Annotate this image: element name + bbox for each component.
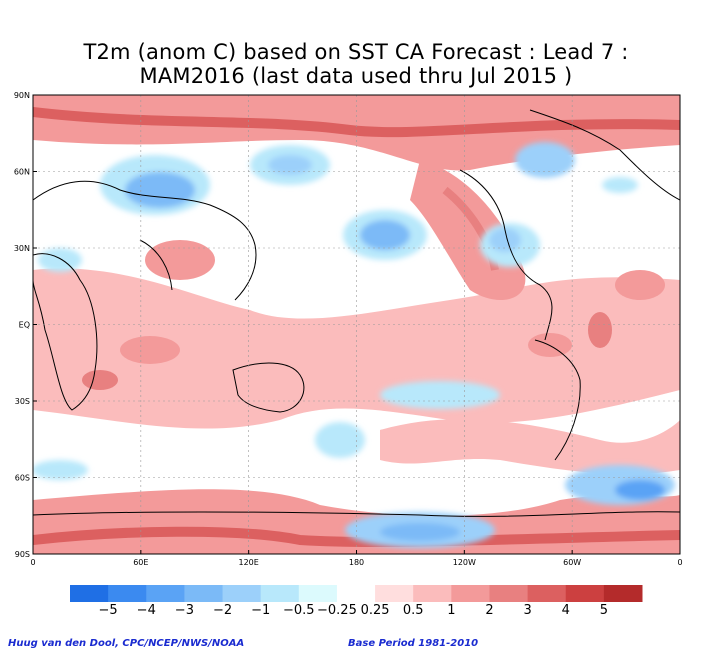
colorbar-swatch	[298, 585, 338, 602]
chart-title-line-2: MAM2016 (last data used thru Jul 2015 )	[139, 64, 573, 88]
latitude-label: 90S	[15, 550, 30, 559]
colorbar-swatch	[222, 585, 262, 602]
colorbar-label: 1	[447, 603, 456, 618]
colorbar-swatch	[108, 585, 147, 602]
colorbar-label: 4	[561, 603, 570, 618]
colorbar-label: −3	[174, 603, 194, 618]
colorbar-swatch	[603, 585, 643, 602]
latitude-label: EQ	[19, 321, 30, 330]
colorbar-swatch	[565, 585, 605, 602]
cool-anomalies	[33, 142, 675, 548]
colorbar-label: −2	[212, 603, 233, 618]
colorbar-swatch	[260, 585, 300, 602]
latitude-label: 30N	[14, 244, 30, 253]
longitude-label: 120E	[239, 558, 259, 567]
colorbar-swatch	[146, 585, 185, 602]
colorbar-label: −0.5	[283, 603, 315, 618]
colorbar-label: −0.25	[317, 603, 357, 618]
longitude-label: 180	[349, 558, 364, 567]
author-credit: Huug van den Dool, CPC/NCEP/NWS/NOAA	[8, 638, 245, 649]
anomaly-shading	[33, 95, 680, 554]
colorbar-label: 5	[599, 603, 608, 618]
colorbar-label: 2	[485, 603, 494, 618]
colorbar-swatch	[70, 585, 109, 602]
latitude-label: 30S	[15, 397, 30, 406]
longitude-label: 0	[677, 558, 682, 567]
colorbar-label: −1	[251, 603, 271, 618]
colorbar-label: 0.5	[402, 603, 424, 618]
longitude-label: 0	[30, 558, 35, 567]
longitude-label: 120W	[453, 558, 476, 567]
colorbar-label: 0.25	[360, 603, 390, 618]
colorbar-swatch	[489, 585, 529, 602]
colorbar-swatch	[184, 585, 224, 602]
latitude-label: 60S	[15, 474, 30, 483]
colorbar-label: −4	[136, 603, 156, 618]
colorbar	[70, 585, 643, 602]
colorbar-label: 3	[523, 603, 532, 618]
colorbar-swatch	[413, 585, 452, 602]
colorbar-swatch	[527, 585, 567, 602]
longitude-ticks: 0 60E 120E 180 120W 60W 0	[30, 550, 683, 567]
longitude-label: 60W	[563, 558, 581, 567]
colorbar-label: −5	[98, 603, 118, 618]
latitude-ticks: 90N 60N 30N EQ 30S 60S 90S	[14, 91, 37, 559]
colorbar-swatch	[336, 585, 376, 602]
coastlines	[33, 109, 680, 517]
longitude-label: 60E	[133, 558, 148, 567]
colorbar-swatch	[451, 585, 490, 602]
colorbar-swatch	[375, 585, 414, 602]
latitude-label: 60N	[14, 168, 30, 177]
latitude-label: 90N	[14, 91, 30, 100]
chart-title-line-1: T2m (anom C) based on SST CA Forecast : …	[83, 40, 629, 64]
gridlines	[33, 95, 680, 554]
base-period: Base Period 1981-2010	[348, 638, 479, 649]
